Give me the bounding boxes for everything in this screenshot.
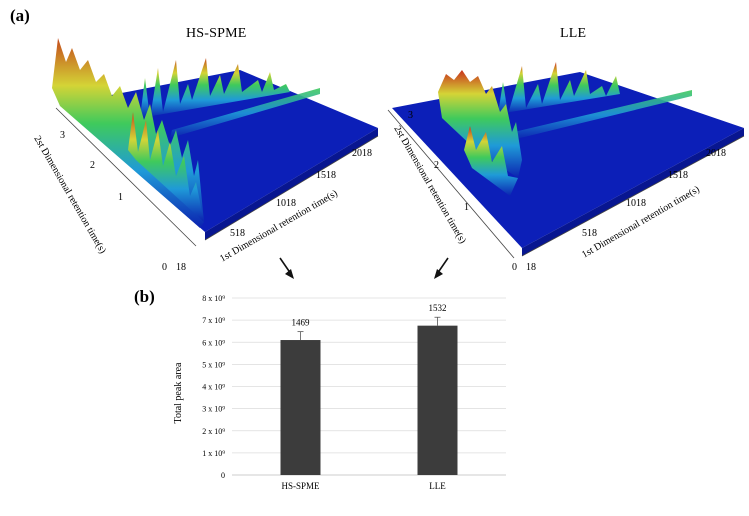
bar-hs-spme — [280, 340, 321, 475]
x-tick-label: 18 — [176, 262, 186, 273]
x-axis-line — [521, 135, 745, 257]
surface-peaks-front — [128, 112, 204, 222]
y-tick-label: 5 x 10⁹ — [202, 360, 225, 369]
y-tick-label: 0 — [512, 262, 517, 273]
x-tick-label: 18 — [526, 262, 536, 273]
surface-peaks-front — [464, 126, 518, 196]
bar-chart: Total peak area 0 1 x 10⁹ 2 x 10⁹ 3 x 10⁹ 4 … — [160, 282, 520, 516]
x-tick-label: 518 — [230, 228, 245, 239]
panel-a-label: (a) — [10, 6, 30, 25]
surface-ridge — [512, 90, 692, 140]
surface-floor-edge — [205, 128, 378, 240]
x-tick-label: 2018 — [352, 148, 372, 159]
y-tick-label: 7 x 10⁹ — [202, 316, 225, 325]
y-tick-label: 0 — [221, 471, 225, 480]
x-tick-label: 1018 — [626, 198, 646, 209]
surface-title-lle: LLE — [560, 26, 587, 41]
y-tick-label: 2 x 10⁹ — [202, 427, 225, 436]
bar-chart-svg: Total peak area 0 1 x 10⁹ 2 x 10⁹ 3 x 10⁹ 4 … — [173, 294, 506, 491]
surface-peaks-back — [140, 58, 290, 118]
x-tick-label: 2018 — [706, 148, 726, 159]
y-tick-label: 3 — [408, 110, 413, 121]
surface-ridge — [170, 88, 320, 138]
data-label: 1532 — [429, 303, 447, 313]
y-tick-label: 3 x 10⁹ — [202, 405, 225, 414]
y-tick-label: 1 — [464, 202, 469, 213]
x-tick-label: LLE — [429, 481, 446, 491]
y-tick-label: 8 x 10⁹ — [202, 294, 225, 303]
bar-lle — [417, 325, 458, 475]
surface-plot-lle: 3 2 1 0 18 518 1018 1518 2018 2st Dimens… — [372, 0, 749, 280]
surface-title-hs-spme: HS-SPME — [186, 26, 247, 41]
surface-plot-hs-spme: 3 2 1 0 18 518 1018 1518 2018 2st Dimens… — [0, 0, 380, 280]
y-tick-label: 2 — [434, 160, 439, 171]
x-tick-label: 518 — [582, 228, 597, 239]
y-axis-line — [387, 109, 515, 259]
y-axis-line — [55, 107, 197, 247]
y-axis-title: Total peak area — [173, 362, 184, 423]
y-tick-label: 3 — [60, 130, 65, 141]
x-tick-label: 1518 — [316, 170, 336, 181]
y-tick-label: 1 — [118, 192, 123, 203]
surface-peaks-back — [498, 62, 620, 114]
surface-plot-hs-spme-svg: 3 2 1 0 18 518 1018 1518 2018 2st Dimens… — [31, 38, 379, 273]
x-tick-label: HS-SPME — [281, 481, 320, 491]
y-axis-label: 2st Dimensional retention time(s) — [31, 134, 108, 256]
x-axis-line — [204, 135, 379, 241]
surface-plot-lle-svg: 3 2 1 0 18 518 1018 1518 2018 2st Dimens… — [387, 62, 745, 273]
x-tick-label: 1518 — [668, 170, 688, 181]
panel-b-label: (b) — [134, 287, 155, 306]
y-tick-label: 0 — [162, 262, 167, 273]
y-tick-label: 2 — [90, 160, 95, 171]
y-tick-label: 1 x 10⁹ — [202, 449, 225, 458]
y-tick-label: 4 x 10⁹ — [202, 383, 225, 392]
surface-floor-edge — [522, 128, 744, 256]
x-tick-label: 1018 — [276, 198, 296, 209]
y-tick-label: 6 x 10⁹ — [202, 338, 225, 347]
data-label: 1469 — [292, 318, 311, 328]
